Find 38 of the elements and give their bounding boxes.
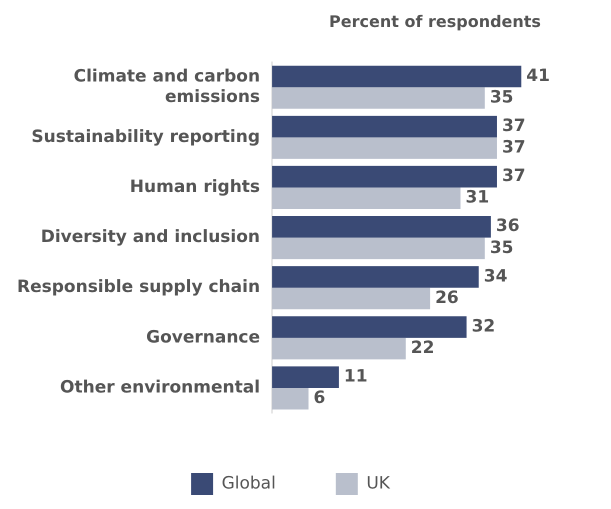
bar (272, 338, 406, 360)
bar (272, 288, 430, 310)
bar (272, 137, 497, 159)
bar (272, 87, 485, 109)
bar (272, 187, 460, 210)
y-tick-label: Sustainability reporting (31, 126, 260, 147)
bar (272, 238, 485, 260)
y-tick-label: Diversity and inclusion (40, 227, 260, 248)
data-label: 34 (484, 266, 508, 286)
y-tick-label: Responsible supply chain (17, 277, 260, 298)
bar (272, 116, 497, 138)
bar (272, 216, 491, 238)
y-tick-label: Governance (146, 327, 260, 348)
bar (272, 66, 522, 88)
bar (272, 316, 467, 338)
bar (272, 366, 339, 388)
data-label: 6 (314, 388, 326, 408)
bar (272, 166, 497, 188)
data-label: 41 (526, 66, 550, 86)
data-label: 31 (466, 188, 490, 208)
data-label: 36 (496, 216, 520, 236)
data-label: 35 (490, 238, 514, 258)
y-tick-label: Human rights (130, 176, 260, 197)
y-tick-label: Other environmental (60, 377, 260, 398)
data-label: 32 (472, 316, 496, 336)
legend-label: UK (366, 473, 391, 494)
data-label: 26 (435, 288, 459, 308)
data-label: 37 (502, 116, 526, 136)
data-label: 11 (344, 366, 368, 387)
data-label: 35 (490, 87, 514, 108)
bar (272, 266, 479, 288)
bar (272, 388, 309, 410)
chart-title: Percent of respondents (328, 12, 542, 31)
y-tick-label: Climate and carbon emissions (74, 66, 260, 107)
data-label: 22 (410, 338, 434, 358)
data-label: 37 (502, 166, 526, 186)
data-label: 37 (502, 138, 526, 158)
legend-label: Global (222, 473, 276, 494)
